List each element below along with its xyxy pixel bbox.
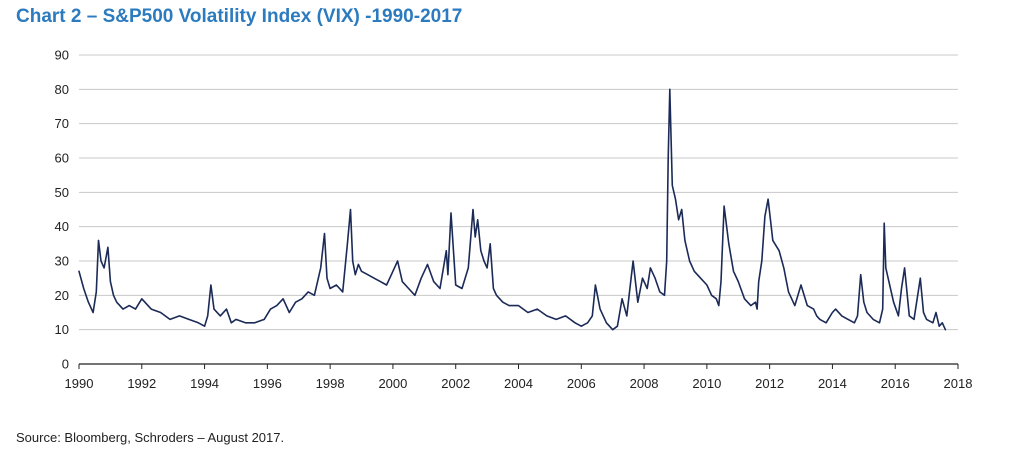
x-tick-label: 2000	[378, 376, 407, 391]
y-tick-label: 80	[55, 82, 69, 97]
x-tick-label: 2018	[944, 376, 973, 391]
y-tick-label: 10	[55, 322, 69, 337]
y-tick-label: 20	[55, 288, 69, 303]
chart-title: Chart 2 – S&P500 Volatility Index (VIX) …	[16, 6, 463, 27]
x-tick-label: 2014	[818, 376, 847, 391]
x-tick-label: 2010	[692, 376, 721, 391]
y-tick-label: 40	[55, 219, 69, 234]
x-tick-label: 2012	[755, 376, 784, 391]
y-tick-label: 90	[55, 48, 69, 63]
x-tick-label: 1990	[65, 376, 94, 391]
x-tick-label: 1998	[316, 376, 345, 391]
gridlines	[79, 54, 958, 331]
source-note: Source: Bloomberg, Schroders – August 20…	[16, 430, 285, 445]
y-tick-label: 50	[55, 185, 69, 200]
x-tick-label: 2016	[881, 376, 910, 391]
x-tick-label: 2006	[567, 376, 596, 391]
y-tick-label: 0	[62, 357, 69, 372]
x-tick-label: 1992	[127, 376, 156, 391]
x-tick-label: 2004	[504, 376, 533, 391]
x-tick-label: 1996	[253, 376, 282, 391]
x-tick-label: 2008	[630, 376, 659, 391]
x-tick-labels: 1990 1992 1994 1996 1998 2000 2002 2004 2006 2008…	[65, 376, 973, 391]
y-tick-label: 60	[55, 151, 69, 166]
series-line-0	[78, 88, 947, 331]
y-tick-label: 70	[55, 116, 69, 131]
series-group	[78, 88, 947, 331]
y-tick-label: 30	[55, 254, 69, 269]
x-tick-label: 1994	[190, 376, 219, 391]
chart-plot: 0 10 20 30 40 50 60 70 80 90 1990 1992 1994 1996 1998…	[55, 48, 973, 392]
y-tick-labels: 0 10 20 30 40 50 60 70 80 90	[55, 48, 69, 372]
x-axis	[78, 363, 959, 369]
x-tick-label: 2002	[441, 376, 470, 391]
